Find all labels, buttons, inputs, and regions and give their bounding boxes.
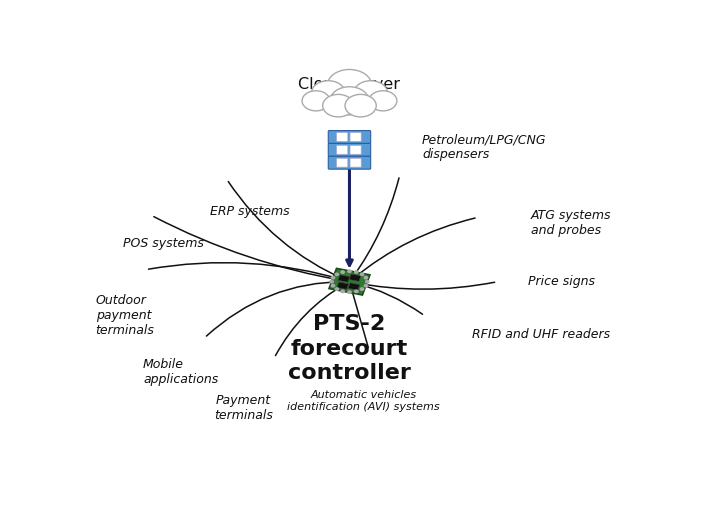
Circle shape [336,288,338,290]
Text: ERP systems: ERP systems [210,205,289,218]
Circle shape [361,288,364,290]
Text: Automatic vehicles
identification (AVI) systems: Automatic vehicles identification (AVI) … [287,390,440,412]
FancyBboxPatch shape [328,130,371,144]
Circle shape [302,91,330,111]
Circle shape [327,69,372,102]
Circle shape [348,291,351,293]
FancyBboxPatch shape [337,146,348,155]
Text: Mobile
applications: Mobile applications [143,358,218,386]
Circle shape [366,280,369,283]
Circle shape [336,273,338,276]
Circle shape [341,290,344,292]
Polygon shape [329,268,370,295]
Circle shape [355,290,358,292]
Bar [310,97,389,107]
Circle shape [330,87,369,115]
Text: Outdoor
payment
terminals: Outdoor payment terminals [96,294,155,337]
FancyBboxPatch shape [337,133,348,141]
Circle shape [354,81,387,105]
Circle shape [312,81,345,105]
Text: PTS-2
forecourt
controller: PTS-2 forecourt controller [288,314,411,384]
Text: RFID and UHF readers: RFID and UHF readers [472,328,611,341]
Circle shape [348,270,351,272]
Text: Petroleum/LPG/CNG
dispensers: Petroleum/LPG/CNG dispensers [422,133,546,161]
Polygon shape [348,283,360,290]
FancyBboxPatch shape [350,133,361,141]
Circle shape [355,271,358,273]
Text: Cloud server: Cloud server [299,77,400,92]
Text: Payment
terminals: Payment terminals [214,394,273,422]
FancyBboxPatch shape [328,156,371,169]
FancyBboxPatch shape [337,158,348,167]
Circle shape [330,280,333,283]
Polygon shape [338,275,350,282]
Circle shape [331,277,335,279]
Circle shape [323,94,354,117]
FancyBboxPatch shape [350,146,361,155]
Circle shape [345,94,377,117]
Circle shape [341,271,344,273]
Circle shape [331,284,335,287]
FancyBboxPatch shape [350,158,361,167]
FancyBboxPatch shape [328,144,371,156]
Circle shape [361,273,364,276]
Polygon shape [349,274,361,281]
Circle shape [364,277,368,279]
Circle shape [369,91,397,111]
Circle shape [364,284,368,287]
Polygon shape [337,282,348,289]
Text: Price signs: Price signs [528,275,595,288]
Text: ATG systems
and probes: ATG systems and probes [531,209,611,238]
Text: POS systems: POS systems [124,238,204,251]
